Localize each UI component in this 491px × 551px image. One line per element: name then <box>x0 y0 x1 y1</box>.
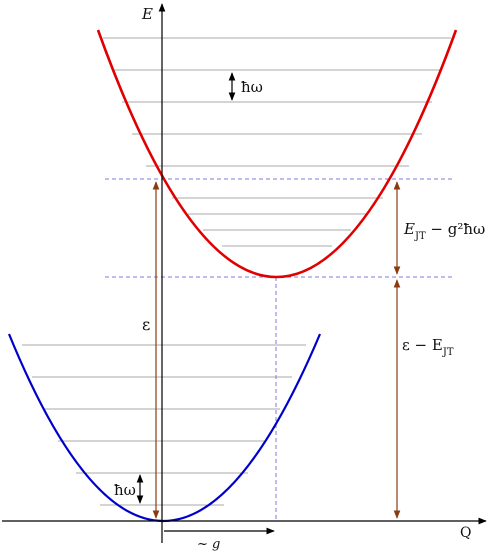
energy-axis-label: E <box>141 5 153 23</box>
jt-difference-label: EJT − g²ħω <box>403 220 485 242</box>
upper-potential-curve <box>96 29 458 279</box>
lower-quantum-label: ħω <box>114 481 136 499</box>
upper-levels <box>103 37 451 247</box>
eps-minus-ejt-label: ε − EJT <box>402 336 454 358</box>
jt-difference-symbol: E <box>403 220 415 238</box>
lower-levels <box>22 344 306 506</box>
upper-quantum-label: ħω <box>241 78 263 96</box>
jt-difference-rest: − g²ħω <box>426 220 486 238</box>
jt-difference-subscript: JT <box>414 231 426 242</box>
lower-potential-curve <box>7 333 322 523</box>
epsilon-label: ε <box>142 315 150 334</box>
displacement-label: ~ g <box>197 537 220 551</box>
displacement-text: ~ g <box>197 537 220 551</box>
eps-minus-ejt-subscript: JT <box>442 347 454 358</box>
eps-minus-ejt-text: ε − E <box>402 336 443 354</box>
coordinate-axis-label: Q <box>460 525 471 541</box>
